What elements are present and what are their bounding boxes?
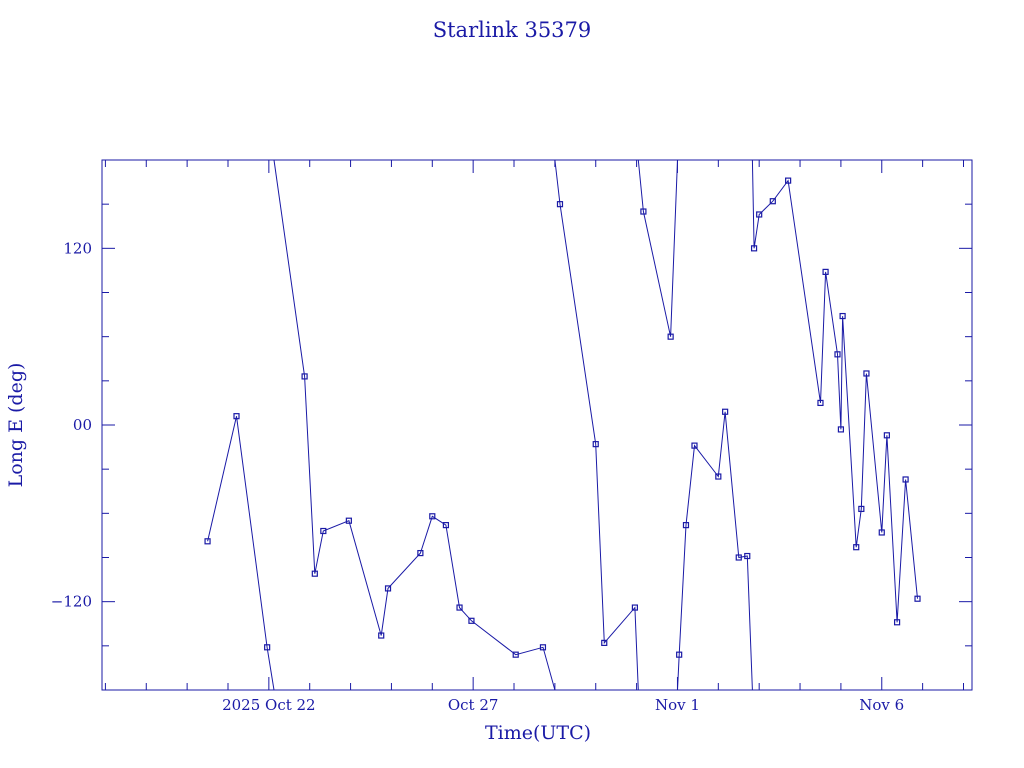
- data-point: [691, 442, 698, 449]
- data-point: [264, 644, 271, 651]
- data-point: [311, 570, 318, 577]
- data-point: [556, 201, 564, 208]
- data-point: [442, 522, 450, 529]
- data-point: [378, 632, 385, 639]
- data-point: [592, 441, 599, 448]
- data-point: [822, 268, 829, 275]
- data-point: [834, 351, 841, 358]
- y-axis: 120 00 −120: [51, 203, 972, 647]
- data-point: [863, 370, 870, 377]
- data-point: [858, 505, 865, 513]
- data-point: [883, 432, 890, 439]
- data-point: [233, 413, 240, 420]
- y-tick-label: 120: [63, 239, 92, 257]
- data-point: [676, 651, 683, 658]
- data-point: [735, 554, 742, 561]
- data-point: [756, 211, 763, 218]
- data-point: [601, 639, 608, 646]
- x-tick-label: Oct 27: [448, 696, 499, 714]
- data-point: [468, 617, 475, 624]
- data-point: [744, 552, 751, 560]
- data-point: [715, 473, 722, 480]
- data-point: [750, 245, 758, 252]
- data-point: [320, 527, 327, 535]
- data-point: [878, 529, 885, 536]
- chart-title: Starlink 35379: [433, 18, 592, 42]
- data-point: [204, 538, 211, 545]
- data-point: [769, 198, 776, 205]
- data-point: [456, 604, 463, 611]
- data-point: [417, 549, 424, 557]
- data-point: [682, 522, 690, 529]
- x-tick-label: Nov 6: [859, 696, 904, 714]
- data-point: [640, 208, 647, 215]
- data-point: [914, 595, 921, 602]
- data-point: [839, 312, 846, 320]
- data-point: [631, 604, 638, 611]
- x-tick-label: Nov 1: [655, 696, 700, 714]
- x-tick-label: 2025 Oct 22: [222, 696, 316, 714]
- data-point: [785, 177, 792, 184]
- data-point: [345, 517, 352, 524]
- series-line: [207, 159, 918, 691]
- data-point: [722, 408, 729, 415]
- y-tick-label: 00: [73, 416, 92, 434]
- y-tick-label: −120: [51, 593, 92, 611]
- x-axis-label: Time(UTC): [485, 722, 591, 744]
- data-point: [902, 476, 909, 483]
- data-point: [539, 644, 547, 651]
- series-layer: [204, 159, 921, 691]
- data-point: [512, 651, 519, 658]
- data-point: [893, 619, 901, 626]
- plot-frame: [101, 159, 973, 691]
- x-axis: 2025 Oct 22 Oct 27 Nov 1 Nov 6: [104, 160, 964, 714]
- data-point: [384, 585, 392, 592]
- data-point: [853, 544, 860, 551]
- data-point: [817, 399, 824, 407]
- data-point: [301, 373, 308, 380]
- data-point: [429, 513, 436, 520]
- data-point: [667, 333, 674, 340]
- data-point: [837, 426, 845, 433]
- y-axis-label: Long E (deg): [5, 363, 27, 488]
- plot-area: [101, 159, 973, 691]
